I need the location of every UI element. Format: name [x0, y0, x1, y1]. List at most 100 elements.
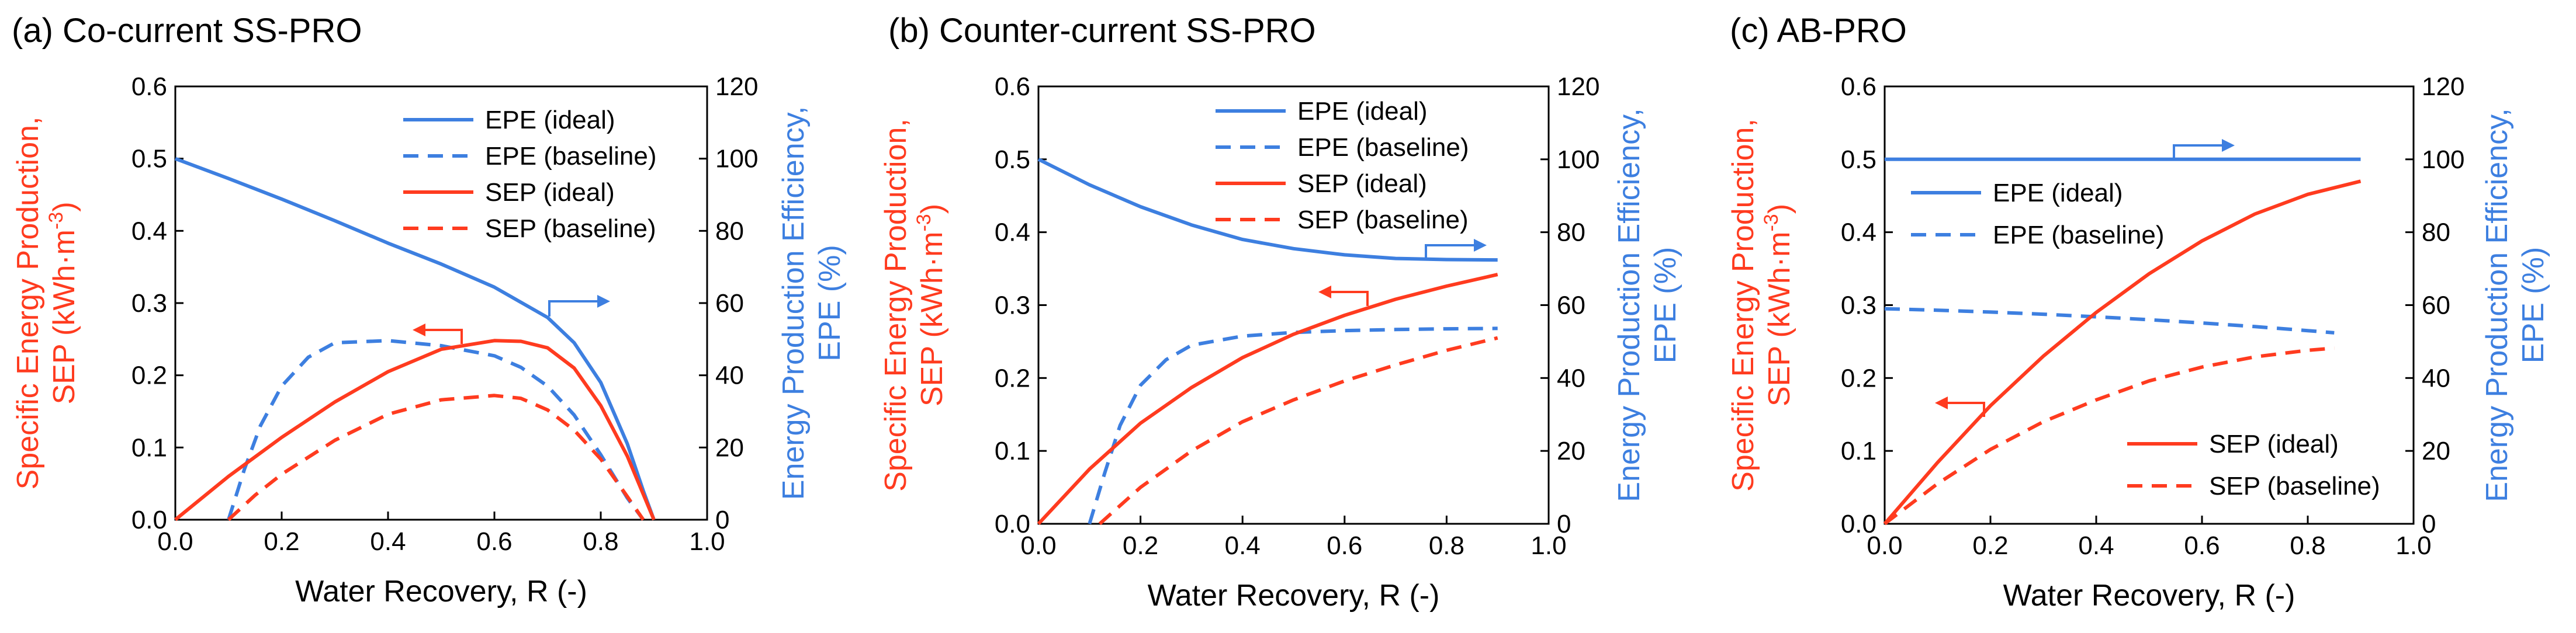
series-line-epe-baseline: [227, 339, 645, 521]
y-right-axis-label: Energy Production Efficiency, EPE (%): [777, 106, 847, 500]
x-tick-label: 0.8: [2290, 531, 2325, 560]
legend-label: EPE (ideal): [485, 106, 615, 134]
series-line-epe-baseline: [1884, 307, 2335, 335]
y-left-axis-label: Specific Energy Production, SEP (kWh·m-3): [11, 117, 81, 490]
y-left-tick-label: 0.3: [1841, 291, 1876, 320]
x-tick-label: 1.0: [689, 527, 725, 556]
y-left-tick-label: 0.6: [995, 72, 1030, 101]
y-left-tick-label: 0.4: [995, 218, 1030, 247]
y-left-tick-label: 0.4: [131, 217, 167, 245]
y-left-tick-label: 0.5: [131, 145, 167, 173]
series-line-sep-ideal: [1883, 179, 2362, 525]
y-right-tick-label: 60: [1557, 291, 1585, 320]
y-right-label-line2: EPE (%): [1649, 247, 1682, 363]
arrow-right-head: [2222, 139, 2235, 152]
series-line-epe-ideal: [1037, 158, 1498, 262]
arrow-right-head: [597, 295, 610, 308]
series-line-epe-baseline: [1088, 326, 1498, 524]
y-left-label-superscript: -3: [45, 212, 67, 229]
x-axis-label: Water Recovery, R (-): [1148, 579, 1440, 613]
y-left-label-close: ): [47, 201, 81, 211]
legend-label: SEP (baseline): [1297, 206, 1469, 234]
y-left-tick-label: 0.1: [131, 433, 167, 462]
legend-label: EPE (baseline): [485, 142, 656, 171]
x-tick-label: 0.2: [1972, 531, 2008, 560]
y-right-tick-label: 120: [715, 72, 758, 101]
x-tick-label: 0.6: [1327, 531, 1362, 560]
y-right-tick-label: 0: [1557, 510, 1571, 538]
y-right-tick-label: 20: [715, 433, 744, 462]
x-tick-label: 0.0: [157, 527, 193, 556]
arrow-to-right-axis: [2173, 144, 2232, 161]
legend-label: SEP (baseline): [2209, 472, 2380, 500]
y-left-tick-label: 0.1: [995, 437, 1030, 465]
x-tick-label: 0.8: [1429, 531, 1464, 560]
series-line-sep-baseline: [1883, 346, 2335, 526]
x-tick-label: 1.0: [1531, 531, 1566, 560]
y-left-axis-label: Specific Energy Production, SEP (kWh·m-3): [1726, 119, 1796, 492]
x-axis-label: Water Recovery, R (-): [2003, 579, 2295, 613]
y-left-axis-label: Specific Energy Production, SEP (kWh·m-3): [879, 119, 949, 492]
y-right-tick-label: 80: [1557, 218, 1585, 247]
x-tick-label: 0.4: [1225, 531, 1261, 560]
legend-label: SEP (baseline): [485, 214, 656, 243]
y-left-tick-label: 0.5: [995, 145, 1030, 174]
y-left-tick-label: 0.2: [131, 361, 167, 390]
y-right-tick-label: 80: [2422, 218, 2450, 247]
legend-label: EPE (baseline): [1993, 221, 2164, 249]
y-right-tick-label: 120: [1557, 72, 1599, 101]
legend-label: EPE (ideal): [1993, 179, 2123, 207]
legend-label: EPE (baseline): [1297, 133, 1469, 162]
plot-frame: [1037, 85, 1550, 525]
x-tick-label: 0.6: [2184, 531, 2220, 560]
y-right-tick-label: 80: [715, 217, 744, 245]
y-right-label-line1: Energy Production Efficiency,: [2480, 108, 2514, 502]
y-left-tick-label: 0.6: [131, 72, 167, 101]
y-right-tick-label: 100: [1557, 145, 1599, 174]
y-left-tick-label: 0.0: [131, 506, 167, 534]
series-line-sep-baseline: [227, 394, 645, 521]
y-left-label-text: SEP (kWh·m: [1763, 232, 1796, 407]
x-tick-label: 0.4: [2078, 531, 2114, 560]
panel-title: (c) AB-PRO: [1730, 12, 1907, 50]
legend-label: SEP (ideal): [1297, 169, 1427, 198]
y-left-tick-label: 0.3: [995, 291, 1030, 320]
series-line-sep-baseline: [1098, 336, 1498, 526]
x-axis-label: Water Recovery, R (-): [295, 575, 587, 608]
arrow-to-right-axis: [1425, 244, 1484, 260]
y-left-tick-label: 0.6: [1841, 72, 1876, 101]
x-tick-label: 0.2: [264, 527, 299, 556]
y-right-tick-label: 100: [715, 145, 758, 173]
y-left-label-superscript: -3: [1760, 214, 1782, 231]
y-left-tick-label: 0.0: [995, 510, 1030, 538]
x-tick-label: 0.6: [476, 527, 512, 556]
x-tick-label: 0.2: [1123, 531, 1158, 560]
series-line-sep-ideal: [1037, 273, 1498, 526]
panel-title: (a) Co-current SS-PRO: [12, 12, 362, 50]
y-right-tick-label: 20: [2422, 437, 2450, 465]
legend-label: SEP (ideal): [2209, 430, 2339, 458]
y-left-tick-label: 0.4: [1841, 218, 1876, 247]
series-line-sep-ideal: [174, 339, 656, 521]
y-left-tick-label: 0.5: [1841, 145, 1876, 174]
y-right-tick-label: 0: [2422, 510, 2436, 538]
y-left-label-line2: SEP (kWh·m-3): [45, 201, 81, 404]
x-tick-label: 0.0: [1020, 531, 1056, 560]
y-left-tick-label: 0.1: [1841, 437, 1876, 465]
y-right-axis-label: Energy Production Efficiency, EPE (%): [1612, 108, 1682, 502]
arrow-to-right-axis: [548, 300, 608, 316]
x-tick-label: 0.4: [370, 527, 406, 556]
arrow-left-head: [1318, 286, 1331, 298]
y-left-tick-label: 0.2: [995, 364, 1030, 392]
y-left-tick-label: 0.0: [1841, 510, 1876, 538]
y-right-tick-label: 0: [715, 506, 729, 534]
y-left-label-line1: Specific Energy Production,: [879, 119, 913, 492]
y-right-label-line1: Energy Production Efficiency,: [1612, 108, 1646, 502]
x-tick-label: 0.8: [583, 527, 618, 556]
y-right-axis-label: Energy Production Efficiency, EPE (%): [2480, 108, 2550, 502]
x-tick-label: 0.0: [1867, 531, 1902, 560]
arrow-to-left-axis: [1321, 291, 1369, 306]
legend-label: SEP (ideal): [485, 178, 615, 207]
